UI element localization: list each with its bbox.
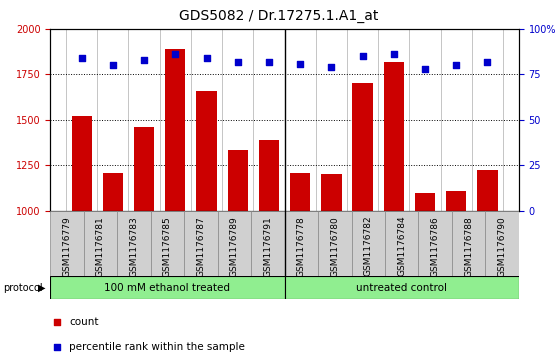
Bar [446, 191, 466, 211]
Text: 100 mM ethanol treated: 100 mM ethanol treated [104, 283, 230, 293]
Text: GSM1176782: GSM1176782 [364, 216, 373, 276]
Text: GSM1176779: GSM1176779 [62, 216, 71, 277]
Bar [259, 140, 279, 211]
Point [233, 59, 242, 65]
Bar [318, 211, 352, 276]
Bar [117, 211, 151, 276]
Bar [415, 193, 435, 211]
Text: count: count [69, 318, 98, 327]
Point [53, 319, 62, 325]
Point [171, 52, 180, 57]
Point [53, 344, 62, 350]
Bar [103, 173, 123, 211]
Text: protocol: protocol [3, 283, 42, 293]
Bar [134, 127, 154, 211]
Point [77, 55, 86, 61]
Bar [228, 150, 248, 211]
Text: GSM1176786: GSM1176786 [431, 216, 440, 277]
Point [483, 59, 492, 65]
Text: GSM1176778: GSM1176778 [297, 216, 306, 277]
Bar [196, 91, 217, 211]
Text: percentile rank within the sample: percentile rank within the sample [69, 342, 245, 352]
Point [140, 57, 148, 63]
Bar [385, 211, 418, 276]
Text: GSM1176781: GSM1176781 [96, 216, 105, 277]
Text: GDS5082 / Dr.17275.1.A1_at: GDS5082 / Dr.17275.1.A1_at [179, 9, 379, 23]
Text: GSM1176785: GSM1176785 [163, 216, 172, 277]
Bar [452, 211, 485, 276]
Bar [485, 211, 519, 276]
Bar [84, 211, 117, 276]
Text: GSM1176784: GSM1176784 [397, 216, 406, 276]
Text: untreated control: untreated control [356, 283, 448, 293]
Bar [477, 170, 498, 211]
Point [452, 62, 461, 68]
Bar [353, 82, 373, 211]
Point [108, 62, 117, 68]
Bar [251, 211, 285, 276]
Point [389, 52, 398, 57]
Point [421, 66, 430, 72]
Text: GSM1176780: GSM1176780 [330, 216, 339, 277]
Text: ▶: ▶ [38, 283, 45, 293]
Bar [184, 211, 218, 276]
Point [202, 55, 211, 61]
Bar [290, 173, 310, 211]
Text: GSM1176789: GSM1176789 [230, 216, 239, 277]
Bar [285, 276, 519, 299]
Bar [384, 62, 404, 211]
Text: GSM1176787: GSM1176787 [196, 216, 205, 277]
Bar [151, 211, 184, 276]
Bar [285, 211, 318, 276]
Bar [321, 174, 341, 211]
Point [264, 59, 273, 65]
Text: GSM1176788: GSM1176788 [464, 216, 473, 277]
Bar [165, 49, 185, 211]
Bar [218, 211, 251, 276]
Bar [418, 211, 452, 276]
Point [296, 61, 305, 66]
Point [358, 53, 367, 59]
Point [327, 64, 336, 70]
Bar [352, 211, 385, 276]
Text: GSM1176790: GSM1176790 [498, 216, 507, 277]
Text: GSM1176783: GSM1176783 [129, 216, 138, 277]
Bar [71, 116, 92, 211]
Bar [50, 211, 84, 276]
Bar [50, 276, 285, 299]
Text: GSM1176791: GSM1176791 [263, 216, 272, 277]
